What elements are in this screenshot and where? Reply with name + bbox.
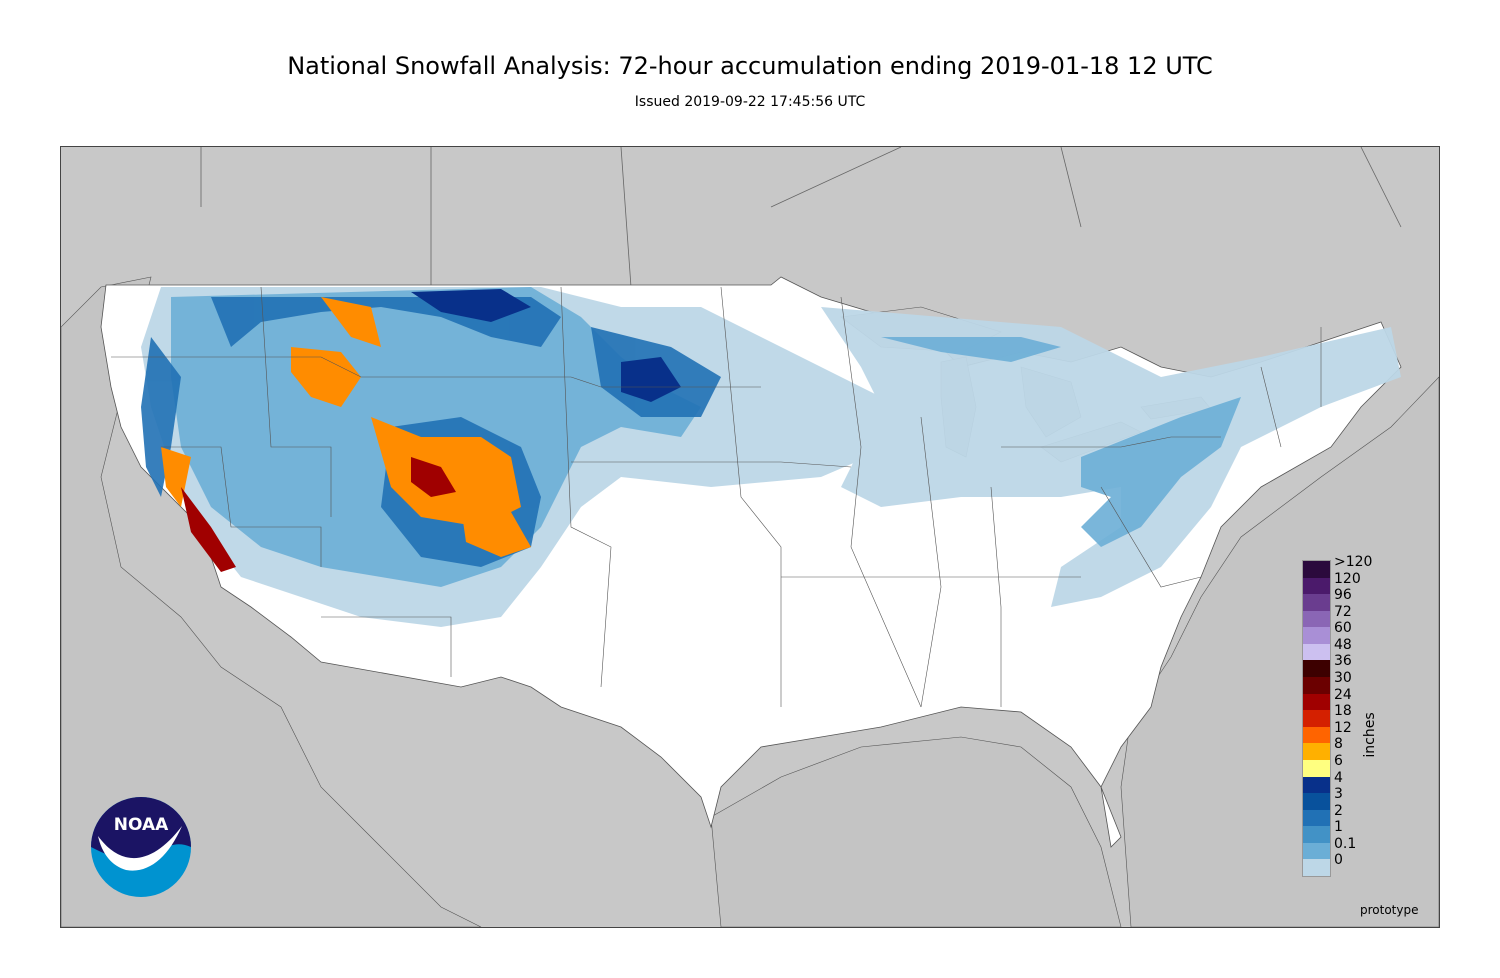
colorbar-legend — [1302, 560, 1331, 877]
legend-label: 30 — [1334, 670, 1352, 687]
snowfall-8-18in — [161, 297, 531, 557]
legend-swatch — [1303, 610, 1330, 628]
legend-label: 72 — [1334, 603, 1352, 620]
legend-label: 60 — [1334, 620, 1352, 637]
issued-timestamp: Issued 2019-09-22 17:45:56 UTC — [634, 94, 866, 110]
noaa-logo: NOAA — [91, 797, 191, 897]
legend-swatch — [1303, 693, 1330, 711]
legend-label: >120 — [1334, 554, 1373, 570]
legend-label: 0.1 — [1334, 835, 1357, 852]
legend-label: 1 — [1334, 819, 1343, 836]
legend-swatch — [1303, 809, 1330, 827]
legend-swatch — [1303, 643, 1330, 661]
legend-label: 12 — [1334, 719, 1352, 736]
legend-swatch — [1303, 826, 1330, 844]
legend-swatch — [1303, 577, 1330, 595]
logo-gull-wing — [98, 826, 182, 871]
prototype-note: prototype — [1360, 903, 1419, 917]
legend-label: 3 — [1334, 786, 1343, 803]
legend-swatch — [1303, 759, 1330, 778]
legend-swatch — [1303, 677, 1330, 695]
legend-swatch — [1303, 743, 1330, 761]
legend-swatch — [1303, 793, 1330, 811]
legend-label: 120 — [1334, 570, 1361, 587]
legend-swatch — [1303, 561, 1330, 579]
legend-swatch — [1303, 726, 1330, 744]
legend-label: 4 — [1334, 769, 1343, 786]
map-title: National Snowfall Analysis: 72-hour accu… — [287, 52, 1213, 80]
legend-swatch — [1303, 859, 1330, 877]
legend-label: 48 — [1334, 636, 1352, 653]
legend-swatch — [1303, 776, 1330, 794]
snowfall-map — [60, 146, 1440, 928]
legend-label: 8 — [1334, 736, 1343, 753]
legend-unit-label: inches — [1362, 712, 1378, 758]
legend-label: 2 — [1334, 802, 1343, 819]
legend-label: 24 — [1334, 686, 1352, 703]
logo-text: NOAA — [114, 815, 169, 835]
atlantic-ocean — [1120, 376, 1439, 927]
legend-swatch — [1303, 594, 1330, 612]
legend-swatch — [1303, 710, 1330, 728]
canada-boundaries — [200, 147, 1402, 288]
map-canvas — [61, 147, 1439, 927]
snowfall-4in — [411, 289, 681, 402]
legend-label: 0 — [1334, 852, 1343, 869]
legend-swatch — [1303, 660, 1330, 678]
snowfall-24-36in — [181, 457, 456, 572]
legend-label: 6 — [1334, 752, 1343, 769]
gulf-of-mexico — [710, 736, 1122, 927]
legend-label: 96 — [1334, 587, 1352, 604]
legend-swatch — [1303, 842, 1330, 860]
state-borders — [111, 286, 1322, 708]
legend-swatch — [1303, 627, 1330, 645]
legend-label: 36 — [1334, 653, 1352, 670]
legend-label: 18 — [1334, 703, 1352, 720]
